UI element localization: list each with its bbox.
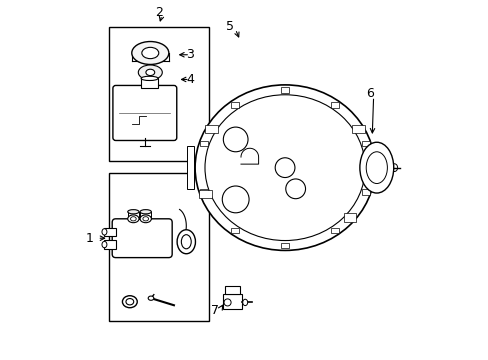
Circle shape: [285, 179, 305, 199]
Bar: [281, 243, 288, 248]
Ellipse shape: [131, 41, 168, 64]
Bar: [200, 189, 208, 194]
Bar: [200, 141, 208, 147]
Text: 1: 1: [85, 232, 93, 245]
Bar: [104, 228, 116, 236]
Ellipse shape: [102, 229, 107, 235]
Ellipse shape: [140, 215, 151, 223]
Ellipse shape: [142, 217, 148, 221]
Ellipse shape: [204, 95, 365, 240]
Ellipse shape: [177, 230, 195, 254]
Text: 6: 6: [365, 87, 373, 100]
Bar: [330, 102, 338, 108]
Ellipse shape: [127, 215, 139, 223]
Bar: [186, 147, 194, 189]
Bar: [108, 173, 209, 321]
Ellipse shape: [195, 85, 374, 251]
Circle shape: [224, 299, 231, 306]
Bar: [199, 190, 211, 198]
Ellipse shape: [122, 296, 137, 308]
Bar: [231, 102, 239, 108]
Circle shape: [223, 127, 247, 152]
Bar: [374, 161, 384, 174]
Circle shape: [222, 186, 248, 213]
Bar: [384, 163, 392, 172]
Ellipse shape: [366, 152, 386, 184]
Ellipse shape: [181, 235, 191, 249]
Ellipse shape: [142, 48, 159, 59]
Bar: [231, 228, 239, 233]
FancyBboxPatch shape: [113, 85, 176, 140]
Ellipse shape: [140, 210, 151, 214]
Ellipse shape: [390, 164, 397, 171]
Ellipse shape: [130, 217, 136, 221]
Ellipse shape: [138, 65, 162, 80]
Ellipse shape: [148, 296, 154, 300]
Ellipse shape: [359, 142, 393, 193]
Ellipse shape: [127, 210, 139, 214]
Ellipse shape: [126, 298, 133, 305]
Text: 5: 5: [226, 20, 234, 33]
FancyBboxPatch shape: [112, 219, 172, 258]
Text: 2: 2: [155, 6, 163, 19]
Ellipse shape: [242, 299, 247, 306]
Text: 4: 4: [185, 73, 193, 86]
Bar: [330, 228, 338, 233]
Ellipse shape: [145, 69, 154, 76]
Bar: [141, 78, 158, 88]
Bar: [225, 286, 239, 294]
Text: 7: 7: [210, 304, 218, 317]
Bar: [104, 240, 116, 249]
Bar: [223, 294, 241, 309]
Ellipse shape: [102, 242, 107, 248]
Bar: [205, 125, 218, 133]
Bar: [343, 213, 356, 222]
Text: 3: 3: [185, 48, 193, 61]
Ellipse shape: [141, 76, 158, 81]
Bar: [281, 87, 288, 93]
Bar: [108, 27, 209, 161]
Bar: [351, 125, 364, 133]
Circle shape: [275, 158, 294, 177]
Bar: [361, 141, 369, 147]
Bar: [361, 189, 369, 194]
